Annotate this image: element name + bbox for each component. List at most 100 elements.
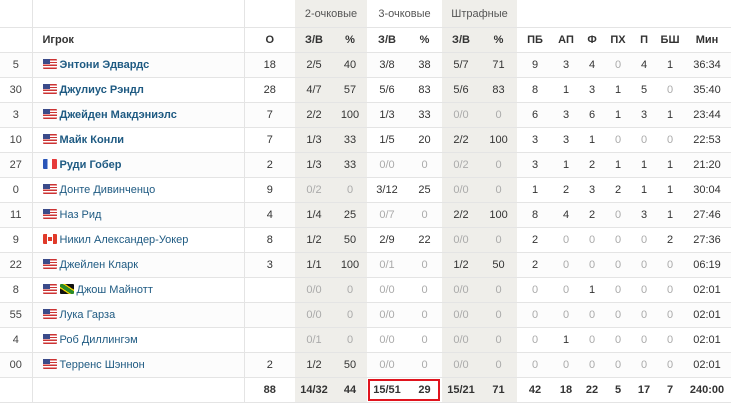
table-row: 0 Донте Дивинченцо 9 0/2 0 3/12 25 0/0 0 1 2 3 2 1 1 30… (0, 177, 731, 203)
flag-us-icon (42, 109, 57, 119)
stat-cell: 27:36 (683, 227, 731, 253)
stat-cell: 9 (244, 177, 295, 203)
total-cell: 5 (605, 377, 632, 403)
column-header[interactable]: З/В (295, 27, 333, 53)
stat-cell: 0 (480, 152, 518, 178)
stat-cell: 2/2 (442, 202, 480, 228)
stat-cell: 2 (579, 152, 606, 178)
stat-cell: 0/0 (367, 302, 407, 328)
stat-cell: 0 (480, 352, 518, 378)
stat-cell: 1/1 (295, 252, 333, 278)
stat-cell: 1 (579, 127, 606, 153)
column-header[interactable]: Мин (683, 27, 731, 53)
jersey-number: 0 (0, 177, 33, 203)
group-free-throws: Штрафные (442, 0, 518, 28)
column-header[interactable]: % (407, 27, 442, 53)
column-header[interactable] (0, 27, 33, 53)
stat-cell: 0 (407, 352, 442, 378)
stat-cell: 1 (657, 177, 684, 203)
column-header[interactable]: ПБ (517, 27, 554, 53)
total-cell: 15/51 (367, 377, 407, 403)
stat-cell: 0/0 (295, 277, 333, 303)
total-cell: 7 (657, 377, 684, 403)
stat-cell: 2/2 (295, 102, 333, 128)
stat-cell: 2/2 (442, 127, 480, 153)
stat-cell: 18 (244, 52, 295, 78)
stat-cell: 33 (407, 102, 442, 128)
stat-cell: 30:04 (683, 177, 731, 203)
player-link[interactable]: Никил Александер-Уокер (59, 234, 189, 246)
stat-cell: 0 (631, 227, 658, 253)
table-row: 27 Руди Гобер 2 1/3 33 0/0 0 0/2 0 3 1 2 1 1 1 21:20 (0, 152, 731, 178)
column-header[interactable]: АП (553, 27, 580, 53)
total-cell: 17 (631, 377, 658, 403)
table-row: 11 Наз Рид 4 1/4 25 0/7 0 2/2 100 8 4 2 0 3 1 27:46 (0, 202, 731, 228)
player-link[interactable]: Джош Майнотт (76, 284, 153, 296)
player-cell: Наз Рид (32, 202, 245, 228)
stat-cell: 0 (657, 77, 684, 103)
stat-cell: 100 (333, 102, 367, 128)
column-header[interactable]: % (333, 27, 367, 53)
stat-cell: 1 (579, 277, 606, 303)
player-link[interactable]: Джейден Макдэниэлс (59, 109, 177, 121)
jersey-number: 22 (0, 252, 33, 278)
player-link[interactable]: Руди Гобер (59, 159, 122, 171)
stat-cell: 6 (579, 102, 606, 128)
stat-cell: 3 (553, 102, 580, 128)
stat-cell: 0 (480, 102, 518, 128)
jersey-number: 55 (0, 302, 33, 328)
stat-cell: 0 (480, 327, 518, 353)
total-cell: 71 (480, 377, 518, 403)
player-link[interactable]: Джейлен Кларк (59, 259, 139, 271)
player-link[interactable]: Донте Дивинченцо (59, 184, 156, 196)
player-link[interactable]: Джулиус Рэндл (59, 84, 144, 96)
stat-cell: 0/0 (442, 177, 480, 203)
stat-cell: 1 (631, 152, 658, 178)
total-cell: 42 (517, 377, 554, 403)
stat-cell: 0 (579, 327, 606, 353)
column-header[interactable]: БШ (657, 27, 684, 53)
column-header[interactable]: Игрок (32, 27, 245, 53)
player-link[interactable]: Роб Диллингэм (59, 334, 138, 346)
stat-cell: 0 (657, 127, 684, 153)
player-link[interactable]: Майк Конли (59, 134, 125, 146)
stat-cell: 2/9 (367, 227, 407, 253)
player-link[interactable]: Наз Рид (59, 209, 102, 221)
stat-cell: 0/7 (367, 202, 407, 228)
flag-us-icon (42, 334, 57, 344)
stat-cell: 0 (517, 277, 554, 303)
stat-cell: 33 (333, 152, 367, 178)
flag-fr-icon (42, 159, 57, 169)
column-header[interactable]: % (480, 27, 518, 53)
stat-cell: 0 (605, 352, 632, 378)
stat-cell: 0 (517, 302, 554, 328)
stat-cell: 0 (631, 302, 658, 328)
stat-cell: 0 (517, 352, 554, 378)
column-header[interactable]: О (244, 27, 295, 53)
column-header[interactable]: ПХ (605, 27, 632, 53)
column-header[interactable]: П (631, 27, 658, 53)
stat-cell: 0 (631, 352, 658, 378)
stat-cell: 83 (407, 77, 442, 103)
stat-cell: 22:53 (683, 127, 731, 153)
total-cell: 29 (407, 377, 442, 403)
column-header[interactable]: З/В (367, 27, 407, 53)
stat-cell: 2/5 (295, 52, 333, 78)
jersey-number: 30 (0, 77, 33, 103)
stat-cell: 50 (333, 227, 367, 253)
player-link[interactable]: Лука Гарза (59, 309, 116, 321)
stat-cell: 0 (631, 127, 658, 153)
column-header[interactable]: Ф (579, 27, 606, 53)
stat-cell: 3 (631, 202, 658, 228)
stat-cell: 0 (407, 327, 442, 353)
stat-cell: 2 (517, 252, 554, 278)
stat-cell: 0 (333, 177, 367, 203)
player-link[interactable]: Энтони Эдвардс (59, 59, 150, 71)
column-header[interactable]: З/В (442, 27, 480, 53)
jersey-number: 9 (0, 227, 33, 253)
stat-cell: 0 (657, 302, 684, 328)
stat-cell: 1/3 (367, 102, 407, 128)
stat-cell: 1 (657, 202, 684, 228)
player-link[interactable]: Терренс Шэннон (59, 359, 145, 371)
stat-cell: 1 (631, 177, 658, 203)
